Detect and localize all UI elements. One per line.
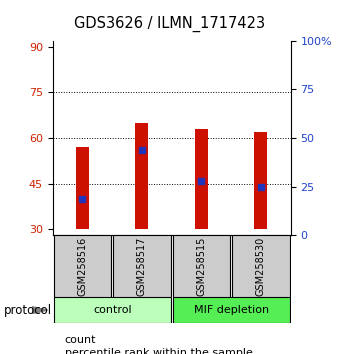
Text: GSM258516: GSM258516 xyxy=(78,237,87,296)
Text: count: count xyxy=(65,335,96,345)
Bar xyxy=(114,235,170,297)
Text: control: control xyxy=(93,305,132,315)
Text: protocol: protocol xyxy=(3,304,52,316)
Bar xyxy=(254,132,268,229)
Text: GSM258530: GSM258530 xyxy=(256,237,266,296)
Bar xyxy=(54,235,111,297)
Text: MIF depletion: MIF depletion xyxy=(194,305,269,315)
Bar xyxy=(233,235,289,297)
Text: GSM258517: GSM258517 xyxy=(137,237,147,296)
Bar xyxy=(195,129,208,229)
Bar xyxy=(135,123,149,229)
Polygon shape xyxy=(32,307,48,314)
Text: percentile rank within the sample: percentile rank within the sample xyxy=(65,348,253,354)
Bar xyxy=(173,297,289,323)
Text: GDS3626 / ILMN_1717423: GDS3626 / ILMN_1717423 xyxy=(74,16,266,32)
Bar xyxy=(173,235,230,297)
Bar xyxy=(76,147,89,229)
Text: GSM258515: GSM258515 xyxy=(197,237,206,296)
Bar xyxy=(54,297,170,323)
